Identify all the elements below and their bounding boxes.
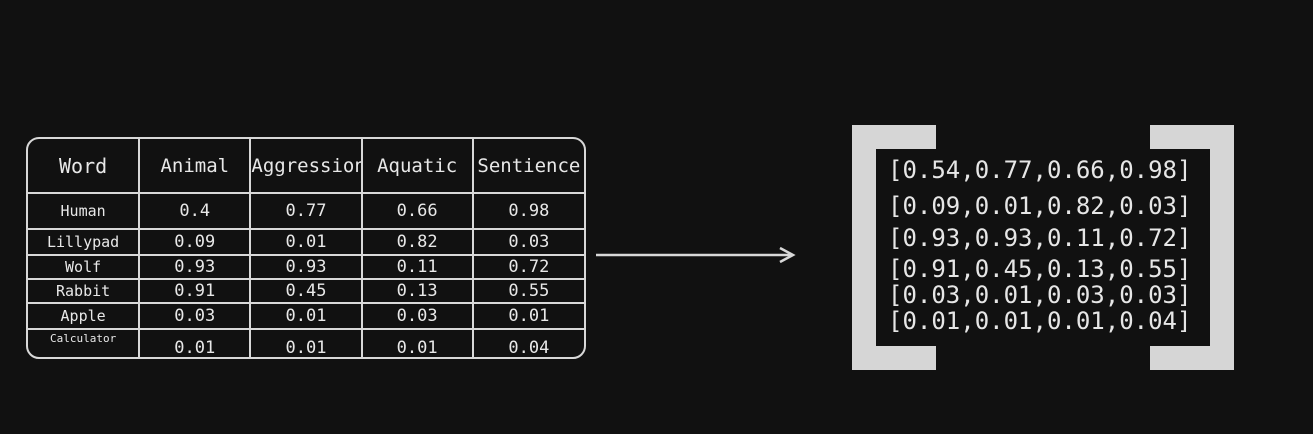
cell-aquatic: 0.03 (360, 302, 474, 330)
vector-row: [0.09,0.01,0.82,0.03] (888, 192, 1192, 220)
cell-aggression: 0.01 (249, 228, 363, 256)
cell-sentience: 0.01 (471, 302, 584, 330)
cell-sentience: 0.04 (471, 328, 584, 357)
header-animal: Animal (138, 139, 252, 194)
header-aquatic: Aquatic (360, 139, 474, 194)
cell-aquatic: 0.66 (360, 192, 474, 230)
vector-row: [0.01,0.01,0.01,0.04] (888, 307, 1192, 335)
table-row: Rabbit 0.91 0.45 0.13 0.55 (28, 278, 584, 304)
cell-animal: 0.09 (138, 228, 252, 256)
cell-aquatic: 0.13 (360, 278, 474, 304)
right-bracket (1150, 125, 1234, 370)
cell-sentience: 0.55 (471, 278, 584, 304)
cell-sentience: 0.72 (471, 254, 584, 280)
table-row: Wolf 0.93 0.93 0.11 0.72 (28, 254, 584, 280)
table-row: Human 0.4 0.77 0.66 0.98 (28, 192, 584, 230)
cell-aggression: 0.01 (249, 328, 363, 357)
table-row: Calculator 0.01 0.01 0.01 0.04 (28, 328, 584, 357)
cell-sentience: 0.98 (471, 192, 584, 230)
vector-row: [0.54,0.77,0.66,0.98] (888, 156, 1192, 184)
feature-table: Word Animal Aggression Aquatic Sentience… (28, 139, 584, 357)
table-row: Apple 0.03 0.01 0.03 0.01 (28, 302, 584, 330)
cell-animal: 0.4 (138, 192, 252, 230)
table-row: Lillypad 0.09 0.01 0.82 0.03 (28, 228, 584, 256)
left-bracket (852, 125, 936, 370)
word-feature-table: Word Animal Aggression Aquatic Sentience… (26, 137, 586, 359)
cell-aggression: 0.45 (249, 278, 363, 304)
header-sentience: Sentience (471, 139, 584, 194)
header-word: Word (28, 139, 141, 194)
right-arrow-icon (596, 246, 796, 264)
vector-row: [0.91,0.45,0.13,0.55] (888, 255, 1192, 283)
row-word: Lillypad (28, 228, 141, 256)
cell-aggression: 0.93 (249, 254, 363, 280)
row-word: Wolf (28, 254, 141, 280)
cell-animal: 0.93 (138, 254, 252, 280)
cell-aquatic: 0.11 (360, 254, 474, 280)
cell-animal: 0.03 (138, 302, 252, 330)
cell-animal: 0.91 (138, 278, 252, 304)
vector-row: [0.03,0.01,0.03,0.03] (888, 281, 1192, 309)
cell-aquatic: 0.82 (360, 228, 474, 256)
row-word: Calculator (28, 328, 141, 357)
cell-aggression: 0.01 (249, 302, 363, 330)
cell-aquatic: 0.01 (360, 328, 474, 357)
row-word: Human (28, 192, 141, 230)
row-word: Apple (28, 302, 141, 330)
table-header-row: Word Animal Aggression Aquatic Sentience (28, 139, 584, 194)
row-word: Rabbit (28, 278, 141, 304)
cell-animal: 0.01 (138, 328, 252, 357)
cell-aggression: 0.77 (249, 192, 363, 230)
header-aggression: Aggression (249, 139, 363, 194)
vector-row: [0.93,0.93,0.11,0.72] (888, 224, 1192, 252)
cell-sentience: 0.03 (471, 228, 584, 256)
